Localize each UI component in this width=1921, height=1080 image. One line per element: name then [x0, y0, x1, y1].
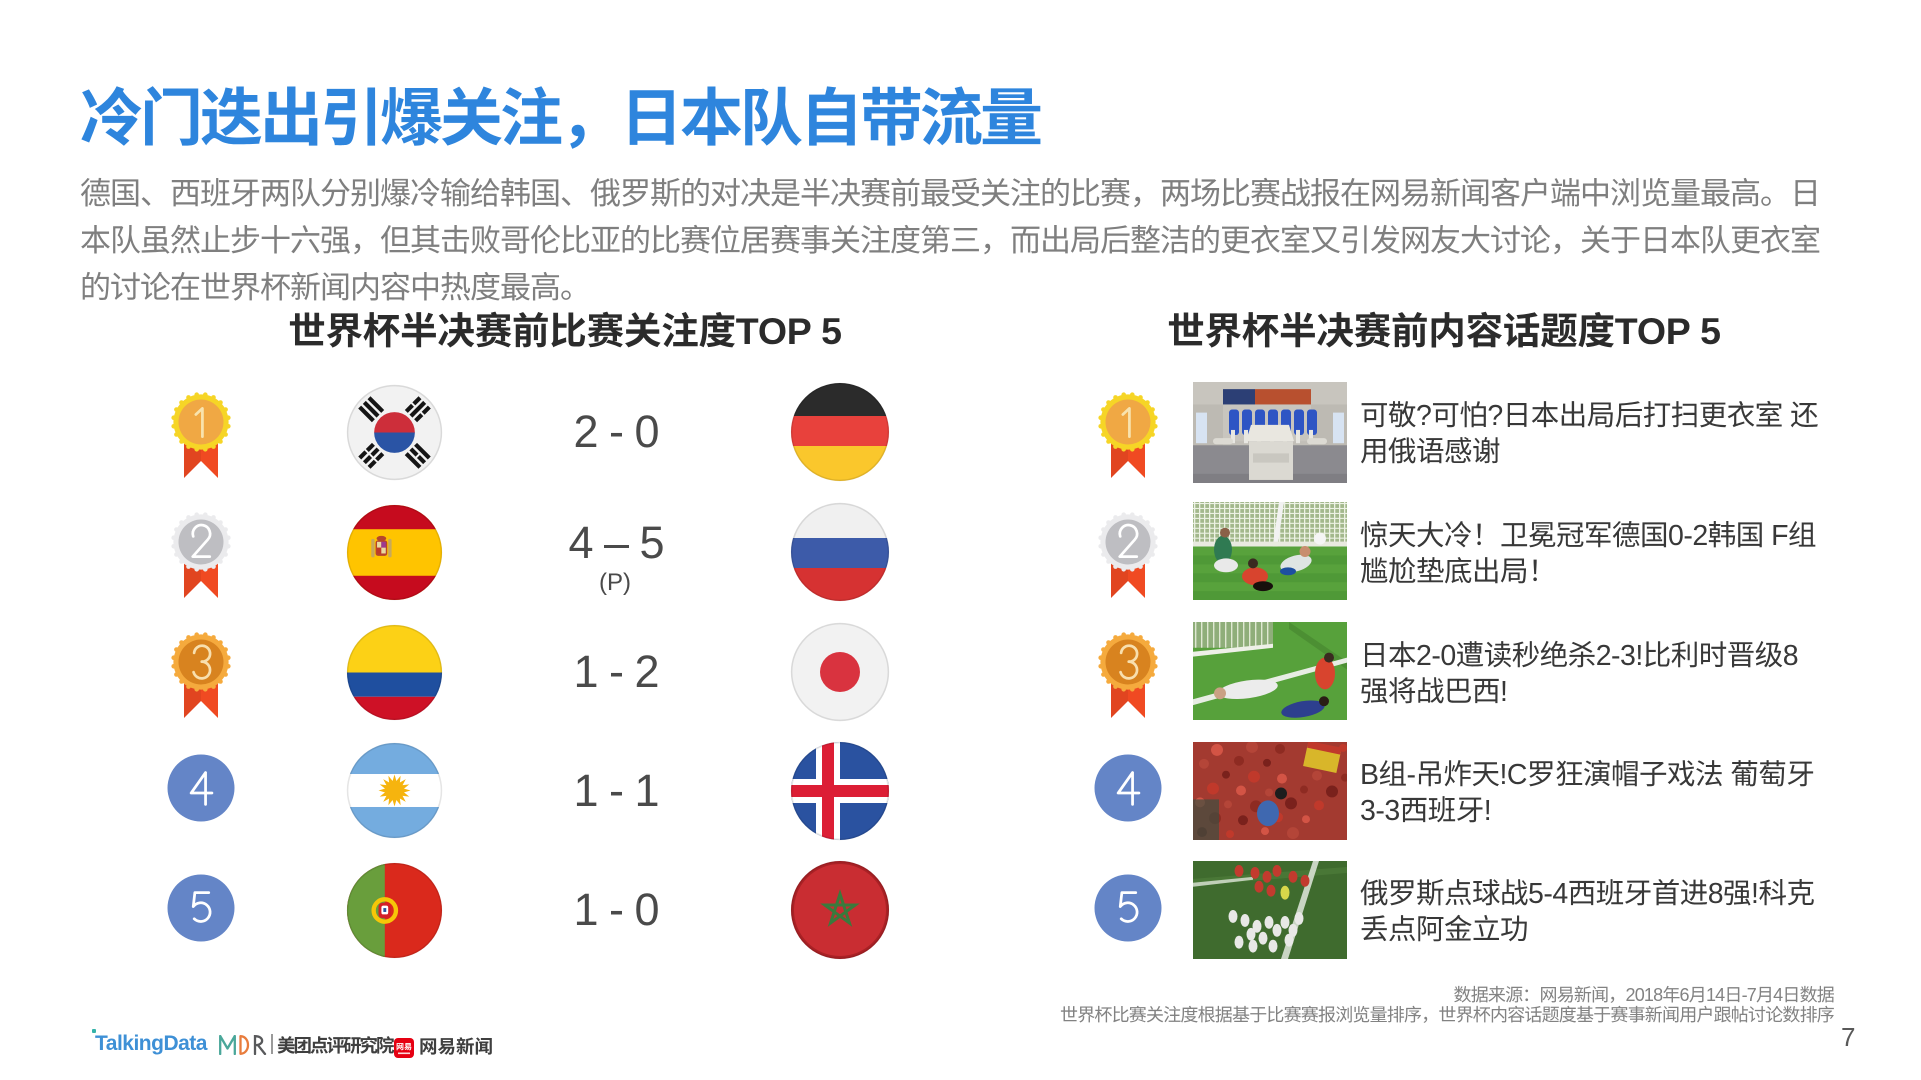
svg-text:网易: 网易 [396, 1042, 412, 1053]
